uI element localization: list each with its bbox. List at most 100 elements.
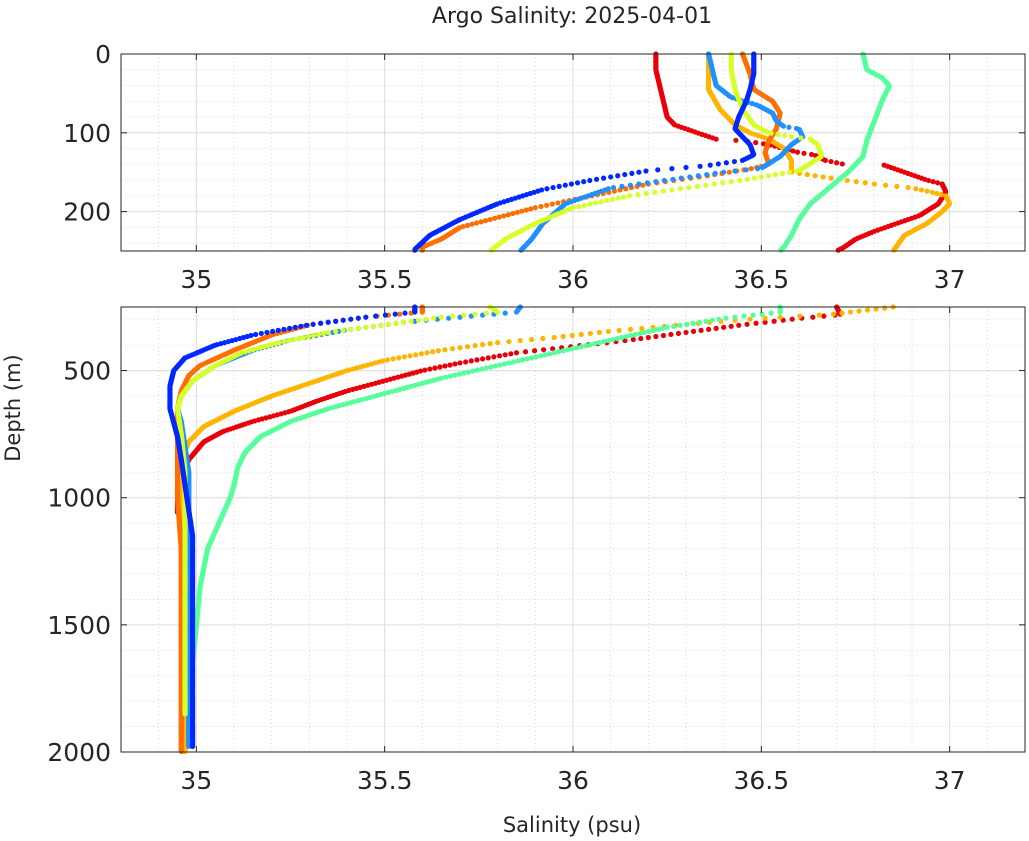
data-point <box>275 327 281 333</box>
data-point <box>522 349 529 355</box>
data-point <box>592 341 598 347</box>
data-point <box>614 335 621 342</box>
data-point <box>587 330 593 337</box>
data-point <box>697 163 703 169</box>
data-point <box>709 317 715 323</box>
data-point <box>668 331 674 338</box>
data-point <box>716 316 722 322</box>
data-point <box>340 317 346 323</box>
data-point <box>397 311 403 317</box>
data-point <box>325 319 331 325</box>
data-point <box>669 187 675 193</box>
data-point <box>178 748 184 755</box>
data-point <box>488 364 494 370</box>
x-tick-label: 35 <box>180 766 212 795</box>
data-point <box>418 351 424 357</box>
data-point <box>605 337 612 344</box>
data-point <box>711 181 717 187</box>
data-point <box>694 183 700 189</box>
data-point <box>540 335 546 342</box>
data-point <box>506 338 512 345</box>
data-point <box>619 183 625 189</box>
data-point <box>794 168 800 174</box>
data-point <box>565 347 571 353</box>
data-point <box>737 177 743 184</box>
data-point <box>883 182 889 188</box>
data-point <box>396 355 402 361</box>
data-point <box>452 372 458 378</box>
data-point <box>270 328 276 335</box>
data-point <box>576 203 582 210</box>
data-point <box>487 341 493 347</box>
data-point <box>655 167 661 173</box>
data-point <box>492 215 498 221</box>
data-point <box>636 169 642 175</box>
data-point <box>882 305 888 311</box>
data-point <box>437 364 443 370</box>
y-tick-label: 200 <box>63 198 111 227</box>
data-point <box>513 350 520 356</box>
data-point <box>483 310 489 316</box>
data-point <box>771 318 777 324</box>
data-point <box>419 247 425 253</box>
x-tick-label: 37 <box>934 766 966 795</box>
data-point <box>424 350 430 356</box>
data-point <box>581 179 587 185</box>
data-point <box>569 346 575 352</box>
data-point <box>683 329 689 336</box>
data-point <box>587 177 593 184</box>
data-point <box>538 353 544 359</box>
data-point <box>777 309 783 315</box>
data-point <box>820 174 826 180</box>
data-point <box>298 323 304 329</box>
data-point <box>798 135 804 141</box>
y-tick-label: 2000 <box>47 738 111 767</box>
data-point <box>844 177 850 184</box>
data-point <box>651 327 657 333</box>
data-point <box>660 325 666 331</box>
data-point <box>472 343 478 349</box>
data-point <box>547 351 553 357</box>
data-point <box>574 180 581 186</box>
upper-panel: 35 35.5 36 36.5 37 0 100 200 <box>63 40 1026 294</box>
x-tick-label: 37 <box>934 265 966 294</box>
data-point <box>528 336 535 343</box>
data-point <box>721 324 727 330</box>
data-point <box>562 182 568 188</box>
data-point <box>542 352 548 358</box>
data-point <box>828 175 834 181</box>
data-point <box>550 346 556 352</box>
data-point <box>924 188 930 194</box>
data-point <box>622 171 628 178</box>
data-point <box>847 309 854 315</box>
data-point <box>739 157 746 163</box>
data-point <box>690 328 697 335</box>
data-point <box>641 329 648 336</box>
data-point <box>461 370 467 376</box>
data-point <box>871 181 877 187</box>
data-point <box>492 363 499 369</box>
data-point <box>301 334 307 341</box>
data-point <box>303 322 310 328</box>
data-point <box>340 327 346 333</box>
data-point <box>513 309 520 315</box>
data-point <box>619 334 625 341</box>
data-point <box>508 351 514 357</box>
data-point <box>677 186 683 192</box>
data-point <box>751 175 757 181</box>
data-point <box>480 342 486 348</box>
data-point <box>721 169 727 175</box>
data-point <box>610 184 617 191</box>
data-point <box>519 208 525 214</box>
data-point <box>786 124 792 130</box>
data-point <box>447 373 453 379</box>
data-point <box>449 313 456 319</box>
data-point <box>628 332 634 339</box>
x-tick-label: 36 <box>557 265 589 294</box>
data-point <box>596 329 602 336</box>
data-point <box>474 367 480 373</box>
data-point <box>608 174 614 180</box>
data-point <box>743 167 749 173</box>
data-point <box>808 151 815 158</box>
